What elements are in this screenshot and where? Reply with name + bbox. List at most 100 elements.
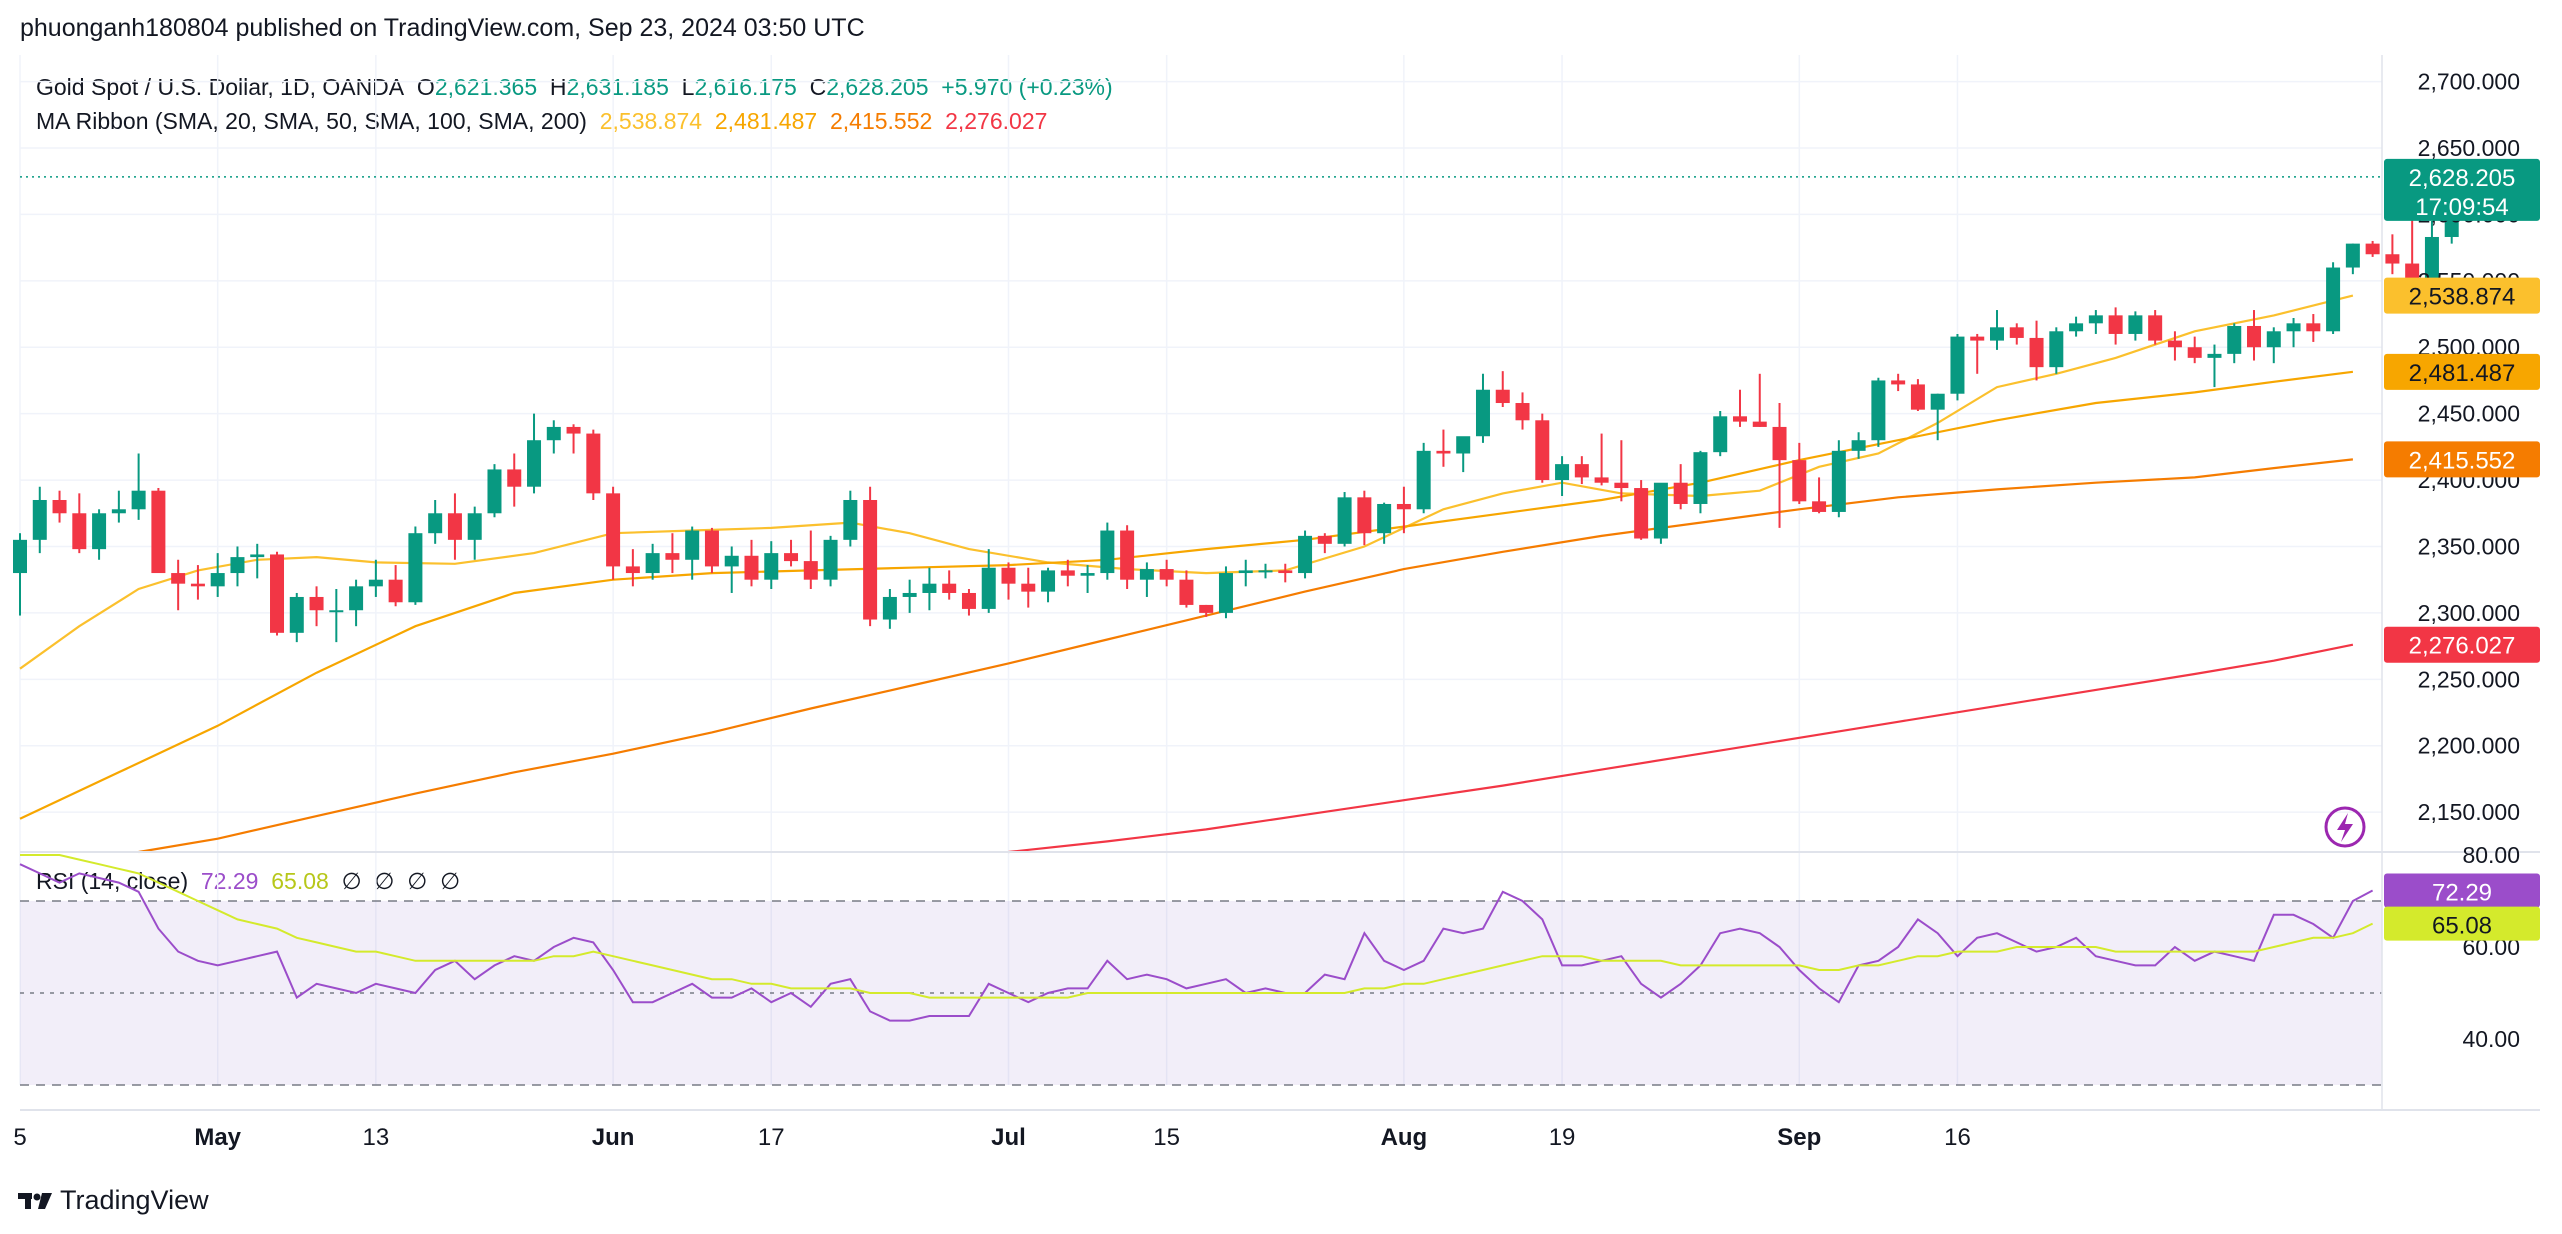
open-value: 2,621.365 <box>434 74 538 100</box>
candle-body <box>1199 604 1214 613</box>
price-tick-label: 2,150.000 <box>2418 799 2520 825</box>
ma-badge-3-text: 2,415.552 <box>2409 447 2516 474</box>
candle <box>606 486 621 580</box>
candle-body <box>1574 464 1589 478</box>
candle-body <box>2009 327 2024 338</box>
candle-body <box>1021 583 1036 592</box>
candle-body <box>507 469 522 487</box>
candle-body <box>2326 267 2341 332</box>
ma-badge-4-text: 2,276.027 <box>2409 633 2516 660</box>
candle-body <box>428 513 443 534</box>
high-value: 2,631.185 <box>566 74 669 100</box>
symbol-title[interactable]: Gold Spot / U.S. Dollar, 1D, OANDA <box>36 74 405 100</box>
candle-body <box>2385 254 2400 264</box>
last-price-badge-text: 17:09:54 <box>2415 194 2508 221</box>
candle <box>527 413 542 494</box>
candle <box>507 453 522 507</box>
candle-body <box>1851 440 1866 451</box>
lightning-icon[interactable] <box>2324 806 2366 848</box>
candle-body <box>1317 535 1332 544</box>
ma-ribbon-title[interactable]: MA Ribbon (SMA, 20, SMA, 50, SMA, 100, S… <box>36 108 587 134</box>
candle <box>2207 344 2222 388</box>
candle <box>2286 318 2301 348</box>
candle <box>1456 436 1471 473</box>
price-tick-label: 2,250.000 <box>2418 666 2520 692</box>
candle <box>1634 480 1649 540</box>
candle <box>111 490 126 523</box>
time-tick-label: May <box>194 1124 241 1151</box>
moving-averages <box>19 294 2354 854</box>
ma-legend-row: MA Ribbon (SMA, 20, SMA, 50, SMA, 100, S… <box>36 104 1113 138</box>
candle-body <box>1535 420 1550 481</box>
candle-body <box>309 596 324 611</box>
candle-body <box>1910 384 1925 410</box>
candle <box>1653 482 1668 544</box>
time-tick-label: 16 <box>1944 1124 1971 1151</box>
candle <box>1792 442 1807 504</box>
candle <box>625 549 640 587</box>
last-price-badge-text: 2,628.205 <box>2409 165 2516 192</box>
candle <box>2405 211 2420 284</box>
candle-body <box>1555 464 1570 481</box>
candle <box>882 588 897 629</box>
candle-body <box>1001 567 1016 584</box>
candle-body <box>942 583 957 593</box>
candle <box>1772 403 1787 528</box>
candle <box>961 588 976 616</box>
candle-body <box>1041 570 1056 592</box>
change-value: +5.970 (+0.23%) <box>941 74 1113 100</box>
publish-info: phuonganh180804 published on TradingView… <box>20 14 865 42</box>
candle <box>72 493 87 554</box>
low-label: L <box>681 74 695 100</box>
candle <box>1515 392 1530 430</box>
candle-body <box>329 610 344 613</box>
ma-badge-4: 2,276.027 <box>2384 626 2540 663</box>
candle <box>1199 604 1214 617</box>
candle <box>467 506 482 560</box>
candle-body <box>2286 323 2301 332</box>
ma-badge-3: 2,415.552 <box>2384 441 2540 478</box>
rsi-extra-3: ∅ <box>407 868 428 894</box>
candle <box>1732 389 1747 427</box>
candle <box>566 424 581 454</box>
candle-body <box>1891 380 1906 385</box>
candle-body <box>2266 331 2281 348</box>
candle <box>2108 307 2123 345</box>
candle <box>1357 490 1372 546</box>
ma50-value: 2,481.487 <box>714 108 818 134</box>
time-tick-label: 15 <box>1153 1124 1180 1151</box>
candle-body <box>1278 570 1293 574</box>
high-label: H <box>549 74 567 100</box>
candle <box>1475 373 1490 443</box>
rsi-extra-2: ∅ <box>374 868 395 894</box>
candle-body <box>72 513 87 550</box>
candle-body <box>882 596 897 620</box>
candle-body <box>1456 436 1471 454</box>
axes: 2,700.0002,650.0002,600.0002,550.0002,50… <box>13 55 2540 1151</box>
time-tick-label: 19 <box>1549 1124 1576 1151</box>
candle-body <box>1100 530 1115 574</box>
candle-body <box>724 555 739 567</box>
candle <box>1337 492 1352 547</box>
candle <box>1713 410 1728 457</box>
time-tick-label: Jun <box>592 1124 635 1151</box>
candle-body <box>1179 579 1194 605</box>
tradingview-logo[interactable]: TradingView <box>18 1185 209 1216</box>
candle-body <box>289 596 304 633</box>
candlesticks <box>13 172 2479 643</box>
time-tick-label: Sep <box>1777 1124 1821 1151</box>
candle <box>1555 456 1570 497</box>
candle-body <box>1990 327 2004 341</box>
candle <box>1041 567 1056 603</box>
candle <box>2326 262 2341 334</box>
candle <box>2069 316 2084 337</box>
candle <box>2049 327 2064 374</box>
close-value: 2,628.205 <box>826 74 929 100</box>
ma-line-sma100 <box>138 458 2354 854</box>
rsi-ma-badge-text: 65.08 <box>2432 913 2492 940</box>
price-tick-label: 2,300.000 <box>2418 600 2520 626</box>
rsi-ma-badge: 65.08 <box>2384 906 2540 941</box>
candle-body <box>13 539 27 574</box>
candle <box>2167 331 2182 361</box>
